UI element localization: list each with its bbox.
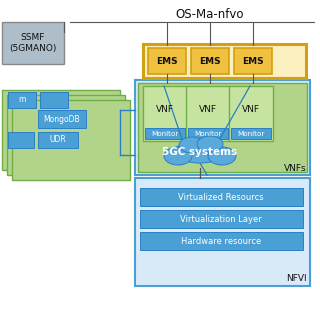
FancyBboxPatch shape (143, 44, 306, 78)
Text: 5GC systems: 5GC systems (163, 147, 237, 157)
FancyBboxPatch shape (231, 128, 271, 139)
FancyBboxPatch shape (148, 48, 186, 74)
FancyBboxPatch shape (191, 48, 229, 74)
FancyBboxPatch shape (40, 92, 68, 108)
FancyBboxPatch shape (140, 232, 303, 250)
Text: Virtualization Layer: Virtualization Layer (180, 214, 262, 223)
Text: Monitor: Monitor (151, 131, 179, 137)
FancyBboxPatch shape (234, 48, 272, 74)
FancyBboxPatch shape (140, 188, 303, 206)
Text: EMS: EMS (242, 57, 264, 66)
Text: VNFs: VNFs (284, 164, 307, 173)
Text: UDR: UDR (50, 135, 66, 145)
FancyBboxPatch shape (145, 128, 185, 139)
Text: VNF: VNF (156, 106, 174, 115)
FancyBboxPatch shape (2, 22, 64, 64)
Text: EMS: EMS (156, 57, 178, 66)
Ellipse shape (164, 147, 192, 165)
FancyBboxPatch shape (135, 178, 310, 286)
FancyBboxPatch shape (135, 80, 310, 175)
FancyBboxPatch shape (186, 86, 230, 141)
Text: OS-Ma-nfvo: OS-Ma-nfvo (176, 7, 244, 20)
Text: Monitor: Monitor (237, 131, 265, 137)
Text: MongoDB: MongoDB (44, 115, 80, 124)
Text: EMS: EMS (199, 57, 221, 66)
Text: VNF: VNF (242, 106, 260, 115)
FancyBboxPatch shape (12, 100, 130, 180)
Text: NFVI: NFVI (286, 274, 307, 283)
FancyBboxPatch shape (7, 95, 125, 175)
FancyBboxPatch shape (188, 128, 228, 139)
Ellipse shape (174, 141, 226, 163)
Text: Hardware resource: Hardware resource (181, 236, 261, 245)
Text: m: m (18, 95, 26, 105)
FancyBboxPatch shape (38, 132, 78, 148)
FancyBboxPatch shape (8, 132, 34, 148)
FancyBboxPatch shape (229, 86, 273, 141)
FancyBboxPatch shape (143, 86, 187, 141)
Text: Virtualized Resourcs: Virtualized Resourcs (178, 193, 264, 202)
Ellipse shape (179, 137, 205, 153)
FancyBboxPatch shape (8, 92, 36, 108)
Text: SSMF
(5GMANO): SSMF (5GMANO) (9, 33, 57, 53)
FancyBboxPatch shape (38, 110, 86, 128)
Text: Monitor: Monitor (194, 131, 222, 137)
Ellipse shape (208, 147, 236, 165)
FancyBboxPatch shape (2, 90, 120, 170)
Text: VNF: VNF (199, 106, 217, 115)
FancyBboxPatch shape (140, 210, 303, 228)
Ellipse shape (197, 136, 223, 152)
FancyBboxPatch shape (138, 83, 307, 172)
